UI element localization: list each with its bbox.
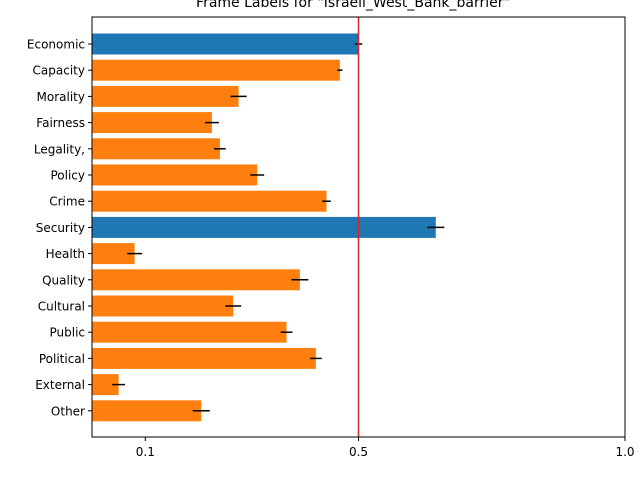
bar-external	[92, 374, 119, 396]
bar-capacity	[92, 59, 340, 81]
y-tick-label-economic: Economic	[27, 38, 85, 52]
x-tick-label-0.1: 0.1	[136, 445, 155, 459]
bar-policy	[92, 164, 258, 186]
y-tick-label-security: Security	[36, 221, 85, 235]
plot-area: Economic Capacity Morality Fairness Legality…	[27, 16, 635, 459]
bar-morality	[92, 85, 239, 107]
x-tick-label-0.5: 0.5	[349, 445, 368, 459]
y-tick-label-crime: Crime	[49, 195, 85, 209]
y-tick-label-legality: Legality,	[34, 142, 85, 156]
bar-economic	[92, 33, 359, 55]
y-tick-label-political: Political	[39, 352, 85, 366]
x-tick-label-1.0: 1.0	[615, 445, 634, 459]
bar-cultural	[92, 295, 234, 317]
bar-fairness	[92, 112, 212, 134]
bar-crime	[92, 190, 327, 212]
chart-title: Frame Labels for "Israeli_West_Bank_barr…	[196, 0, 510, 11]
y-tick-label-morality: Morality	[37, 90, 85, 104]
y-tick-label-external: External	[35, 378, 85, 392]
y-tick-label-quality: Quality	[42, 273, 85, 287]
y-tick-label-fairness: Fairness	[36, 116, 85, 130]
y-tick-label-policy: Policy	[50, 169, 85, 183]
y-tick-label-cultural: Cultural	[38, 300, 85, 314]
y-tick-label-health: Health	[46, 247, 85, 261]
bar-other	[92, 400, 202, 422]
y-tick-label-other: Other	[51, 404, 85, 418]
bar-security	[92, 216, 436, 238]
bar-political	[92, 347, 316, 369]
bar-health	[92, 243, 135, 265]
bar-public	[92, 321, 287, 343]
y-tick-label-public: Public	[49, 326, 85, 340]
y-tick-label-capacity: Capacity	[33, 64, 85, 78]
bar-quality	[92, 269, 300, 291]
bar-legality	[92, 138, 220, 160]
